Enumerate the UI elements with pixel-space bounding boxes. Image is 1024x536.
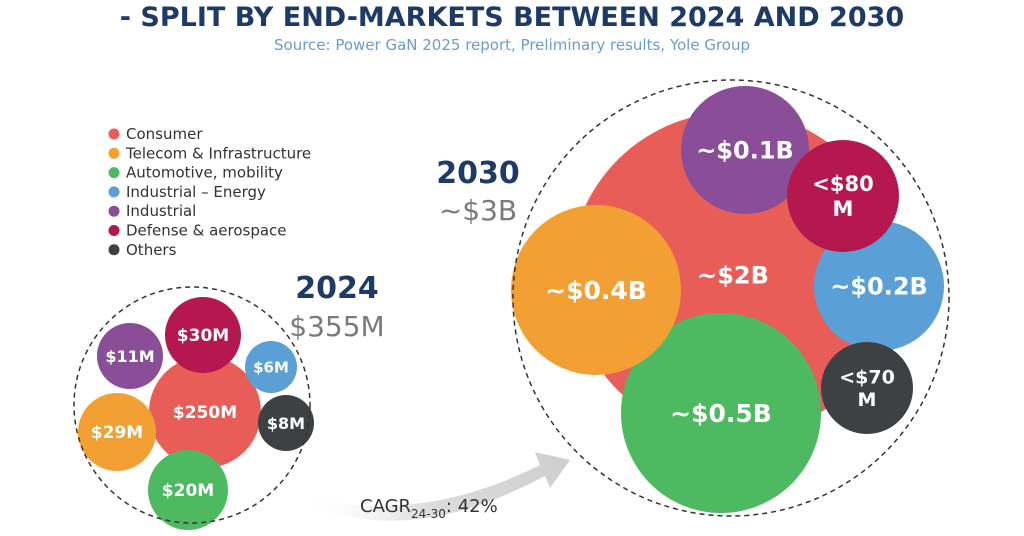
bubble-2030-defense-aerospace [787,140,899,252]
legend-marker-defense-aerospace [108,225,120,236]
total-label-2024: $355M [289,310,384,343]
bubble-label-2024-industrial: $11M [105,347,154,366]
chart-source: Source: Power GaN 2025 report, Prelimina… [274,36,750,54]
outline-2030 [512,79,950,517]
bubble-label-2030-others: <$70 M [839,366,895,411]
bubble-2030-automotive-mobility [621,313,821,513]
bubble-2024-telecom-infrastructure [78,393,156,471]
bubble-2024-industrial [97,323,163,389]
bubble-group-2024: 2024 $355M $250M $30M $29M $20M $11M $8M $6M [73,271,385,530]
bubble-2030-industrial [681,86,809,214]
legend-marker-industrial-energy [108,186,120,198]
legend-label-consumer: Consumer [126,125,203,143]
chart-title: - SPLIT BY END-MARKETS BETWEEN 2024 AND … [120,2,904,33]
year-label-2024: 2024 [295,271,379,306]
legend-marker-automotive-mobility [108,167,120,179]
bubble-2024-industrial-energy [245,341,297,393]
bubble-2030-others [821,342,913,434]
bubble-label-2030-telecom-infrastructure: ~$0.4B [545,276,647,305]
bubble-2030-telecom-infrastructure [511,205,681,375]
legend-label-industrial: Industrial [126,202,196,220]
bubble-label-2030-industrial-energy: ~$0.2B [830,273,928,301]
year-label-2030: 2030 [436,156,520,191]
cagr-label: CAGR24-30: 42% [360,496,498,521]
outline-2024 [73,286,311,524]
growth-arrow [305,452,570,521]
legend-label-others: Others [126,241,177,259]
bubble-label-2024-industrial-energy: $6M [253,358,289,376]
bubble-label-2024-others: $8M [267,414,305,433]
legend-marker-industrial [108,205,120,217]
bubble-label-2024-automotive-mobility: $20M [162,481,214,501]
bubble-2024-consumer [149,356,261,468]
bubble-2024-defense-aerospace [165,297,241,373]
bubble-label-2024-telecom-infrastructure: $29M [91,423,143,443]
bubble-2024-automotive-mobility [148,450,228,530]
legend-marker-telecom-infrastructure [108,147,120,159]
legend-marker-consumer [108,128,120,140]
bubble-2030-industrial-energy [814,221,944,351]
legend-label-telecom-infrastructure: Telecom & Infrastructure [125,144,311,162]
bubble-label-2024-consumer: $250M [173,403,237,423]
total-label-2030: ~$3B [439,194,517,227]
bubble-label-2030-automotive-mobility: ~$0.5B [670,399,772,428]
bubble-label-2030-consumer: ~$2B [697,262,769,290]
bubble-label-2030-industrial: ~$0.1B [696,137,794,165]
bubble-label-2030-defense-aerospace: <$80 M [812,172,873,221]
legend-label-automotive-mobility: Automotive, mobility [126,164,283,182]
legend-label-industrial-energy: Industrial – Energy [126,183,266,201]
bubble-label-2024-defense-aerospace: $30M [177,326,229,346]
legend-marker-others [108,244,120,256]
bubble-2024-others [258,395,314,451]
bubble-group-2030: 2030 ~$3B ~$2B ~$0.5B ~$0.4B ~$0.2B ~$0.1B <$… [436,79,950,517]
legend-label-defense-aerospace: Defense & aerospace [126,222,287,240]
